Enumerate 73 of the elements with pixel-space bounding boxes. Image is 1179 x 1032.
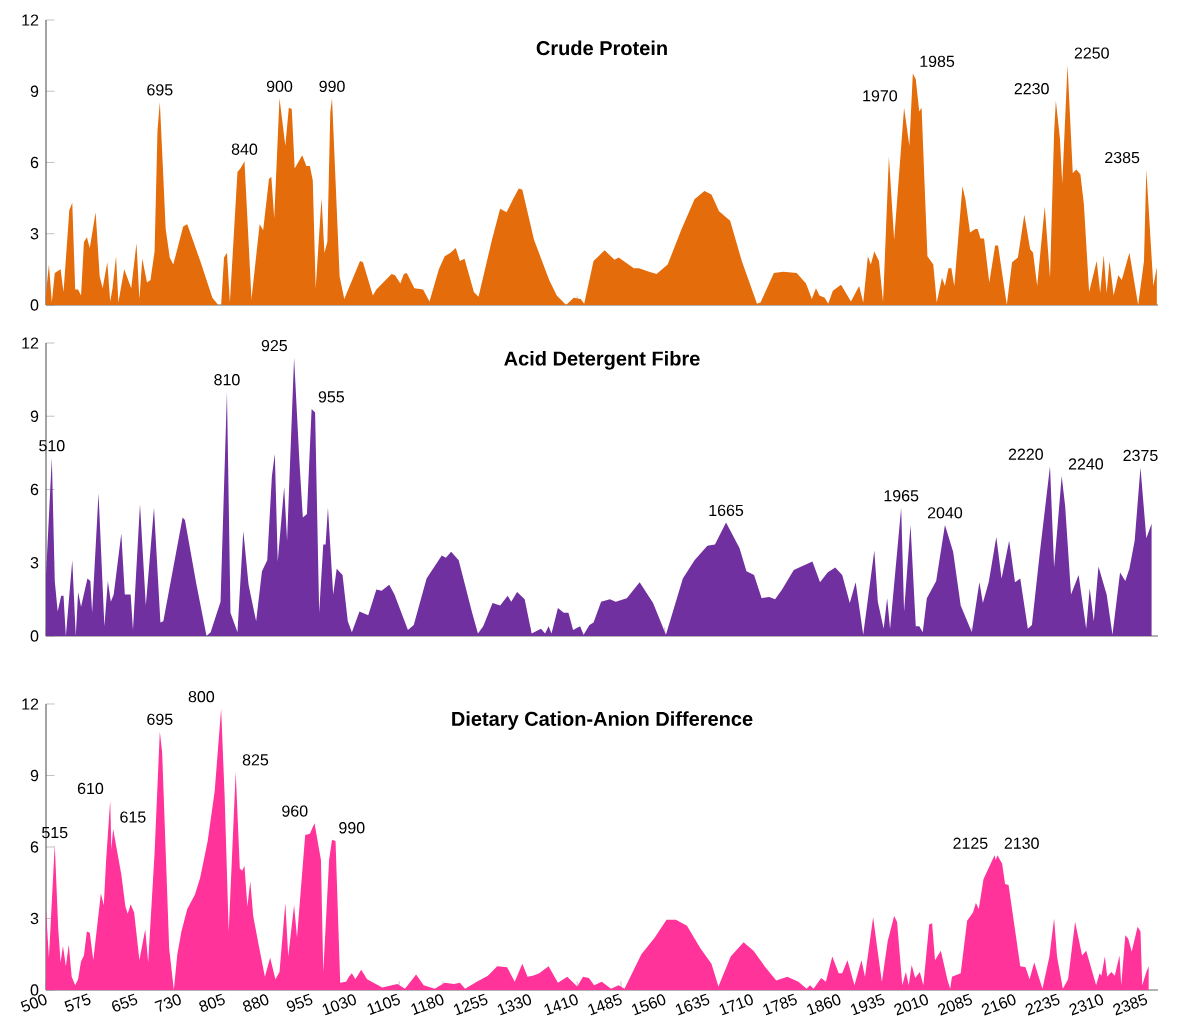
x-tick-label: 1255	[453, 993, 488, 1016]
annotation: 2040	[927, 507, 963, 519]
x-tick-label: 730	[154, 994, 181, 1012]
annotation: 2375	[1123, 449, 1158, 462]
y-tick-label: 3	[30, 228, 39, 240]
annotation: 510	[39, 440, 65, 452]
annotation: 615	[120, 811, 146, 823]
x-tick-label: 1485	[588, 993, 622, 1016]
annotation: 2130	[1004, 837, 1039, 849]
y-tick-label: 3	[30, 557, 39, 569]
annotation: 825	[242, 754, 269, 766]
annotation: 925	[261, 339, 287, 352]
x-tick-label: 1860	[807, 994, 841, 1016]
annotation: 1970	[863, 90, 898, 102]
annotation: 1665	[709, 504, 744, 517]
y-tick-label: 12	[22, 337, 39, 349]
annotation: 2385	[1105, 151, 1140, 164]
x-tick-label: 2085	[938, 993, 973, 1016]
y-tick-label: 9	[30, 85, 39, 97]
x-tick-label: 955	[286, 993, 313, 1012]
annotation: 990	[319, 80, 345, 92]
annotation: 695	[147, 84, 173, 96]
y-tick-label: 0	[30, 299, 39, 311]
x-tick-label: 1180	[411, 994, 444, 1015]
x-tick-label: 1710	[719, 994, 753, 1016]
x-tick-label: 500	[20, 994, 47, 1012]
y-tick-label: 3	[30, 912, 39, 925]
annotation: 2250	[1074, 47, 1109, 59]
x-tick-label: 1935	[850, 993, 885, 1016]
chart-title: Acid Detergent Fibre	[504, 350, 700, 370]
text: Crude Protein	[536, 40, 667, 56]
y-tick-label: 9	[30, 769, 39, 782]
annotation: 960	[282, 805, 308, 817]
chart-title: Dietary Cation-Anion Difference	[452, 711, 753, 730]
x-tick-label: 655	[112, 993, 138, 1012]
annotation: 2125	[953, 837, 988, 849]
annotation: 955	[318, 391, 345, 403]
x-tick-label: 2235	[1025, 993, 1060, 1016]
annotation: 1985	[920, 55, 955, 68]
x-tick-label: 1635	[675, 993, 710, 1016]
y-tick-label: 9	[30, 410, 39, 422]
y-tick-label: 6	[30, 483, 39, 496]
x-tick-label: 1785	[763, 993, 797, 1016]
y-tick-label: 0	[30, 630, 39, 642]
annotation: 515	[42, 827, 68, 839]
x-tick-label: 1560	[631, 994, 666, 1016]
annotation: 2220	[1008, 448, 1043, 460]
x-tick-label: 2385	[1113, 993, 1148, 1016]
x-tick-label: 2160	[981, 994, 1016, 1016]
x-tick-label: 575	[64, 993, 91, 1012]
x-tick-label: 1105	[367, 993, 400, 1015]
y-tick-label: 6	[30, 156, 39, 169]
annotation: 900	[266, 80, 293, 92]
x-tick-label: 1410	[544, 994, 578, 1016]
x-tick-label: 1030	[322, 994, 356, 1016]
annotation: 2230	[1014, 83, 1049, 95]
y-tick-label: 6	[30, 841, 39, 853]
annotation: 840	[231, 143, 258, 155]
y-tick-label: 12	[22, 14, 39, 26]
annotation: 2240	[1068, 458, 1104, 470]
annotation: 610	[77, 782, 104, 795]
x-tick-label: 2010	[894, 994, 928, 1016]
annotation: 810	[214, 374, 240, 386]
x-tick-label: 1330	[497, 994, 532, 1016]
annotation: 800	[188, 691, 215, 703]
x-tick-label: 880	[242, 994, 269, 1012]
annotation: 1965	[884, 490, 919, 502]
y-tick-label: 0	[30, 984, 39, 996]
x-tick-label: 2310	[1069, 994, 1104, 1016]
x-tick-label: 805	[199, 993, 225, 1012]
annotation: 990	[339, 822, 365, 834]
annotation: 695	[147, 713, 173, 725]
y-tick-label: 12	[22, 698, 39, 710]
